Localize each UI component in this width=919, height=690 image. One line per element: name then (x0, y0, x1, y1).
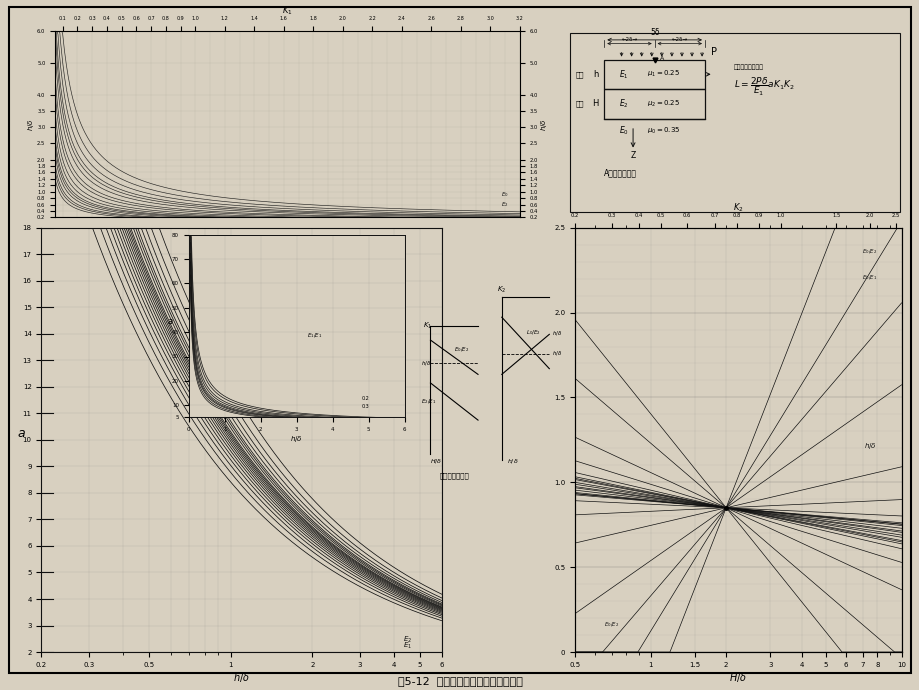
Text: $h/\delta$: $h/\delta$ (506, 457, 517, 466)
Text: $E_2$: $E_2$ (618, 97, 628, 110)
Text: ←2δ→: ←2δ→ (671, 37, 687, 42)
Text: $h/\delta$: $h/\delta$ (863, 442, 876, 451)
Text: 查图方法示意图: 查图方法示意图 (439, 472, 469, 479)
Text: $E_0$: $E_0$ (618, 125, 628, 137)
Text: $E_0$: $E_0$ (501, 190, 508, 199)
Text: $E_0/E_2$: $E_0/E_2$ (454, 346, 470, 355)
Text: $h/\delta$: $h/\delta$ (551, 349, 562, 357)
Text: h: h (593, 70, 598, 79)
Y-axis label: $a$: $a$ (17, 427, 26, 440)
X-axis label: $h/\delta$: $h/\delta$ (290, 433, 302, 444)
Text: Z: Z (630, 151, 635, 160)
Text: $E_1$: $E_1$ (403, 641, 412, 651)
Text: $E_0/E_2$: $E_0/E_2$ (861, 247, 877, 256)
X-axis label: $K_2$: $K_2$ (732, 201, 743, 214)
Text: $E_1$: $E_1$ (618, 68, 628, 81)
Text: 图5-12  三层体系表面弯沉系数诺谟图: 图5-12 三层体系表面弯沉系数诺谟图 (397, 676, 522, 686)
X-axis label: $h/\delta$: $h/\delta$ (233, 671, 250, 684)
Text: $\mu_1 = 0.25$: $\mu_1 = 0.25$ (647, 69, 680, 79)
Text: $E_2$: $E_2$ (501, 200, 508, 209)
Text: $K_2$: $K_2$ (496, 284, 505, 295)
Text: $E_1/E_1$: $E_1/E_1$ (307, 331, 323, 340)
Text: $E_2/E_1$: $E_2/E_1$ (421, 397, 436, 406)
Text: $h/\delta$: $h/\delta$ (421, 359, 431, 367)
Bar (604, 89, 704, 119)
Text: $E_0/E_2$: $E_0/E_2$ (603, 621, 618, 629)
Text: 0.3: 0.3 (361, 404, 369, 408)
X-axis label: $K_1$: $K_1$ (282, 5, 292, 17)
Y-axis label: $a$: $a$ (167, 317, 174, 326)
Text: $L = \dfrac{2P\delta}{E_1} aK_1K_2$: $L = \dfrac{2P\delta}{E_1} aK_1K_2$ (733, 75, 794, 98)
Text: 连续: 连续 (575, 71, 584, 77)
Y-axis label: $h/\delta$: $h/\delta$ (539, 118, 549, 130)
Text: $E_2$: $E_2$ (403, 634, 412, 644)
Text: $K_1$: $K_1$ (423, 321, 432, 331)
Text: 5δ: 5δ (649, 28, 659, 37)
Text: A: A (660, 56, 664, 61)
X-axis label: $H/\delta$: $H/\delta$ (729, 671, 746, 684)
Text: $h/\delta$: $h/\delta$ (551, 329, 562, 337)
Y-axis label: $h/\delta$: $h/\delta$ (26, 118, 36, 130)
Bar (604, 59, 704, 89)
Text: P: P (710, 47, 716, 57)
Text: $H/\delta$: $H/\delta$ (430, 457, 442, 466)
Text: 连续: 连续 (575, 101, 584, 107)
Text: $\mu_2 = 0.25$: $\mu_2 = 0.25$ (647, 99, 680, 109)
Text: H: H (592, 99, 598, 108)
Text: $\mu_0 = 0.35$: $\mu_0 = 0.35$ (647, 126, 680, 136)
Text: A－弯沉计算点: A－弯沉计算点 (604, 168, 637, 177)
Text: $L_0/E_2$: $L_0/E_2$ (525, 328, 540, 337)
Text: ←2δ→: ←2δ→ (621, 37, 637, 42)
Text: $E_0/E_1$: $E_0/E_1$ (861, 273, 877, 282)
Text: 现论弯沉计算式：: 现论弯沉计算式： (733, 64, 763, 70)
Text: 0.2: 0.2 (361, 396, 369, 402)
